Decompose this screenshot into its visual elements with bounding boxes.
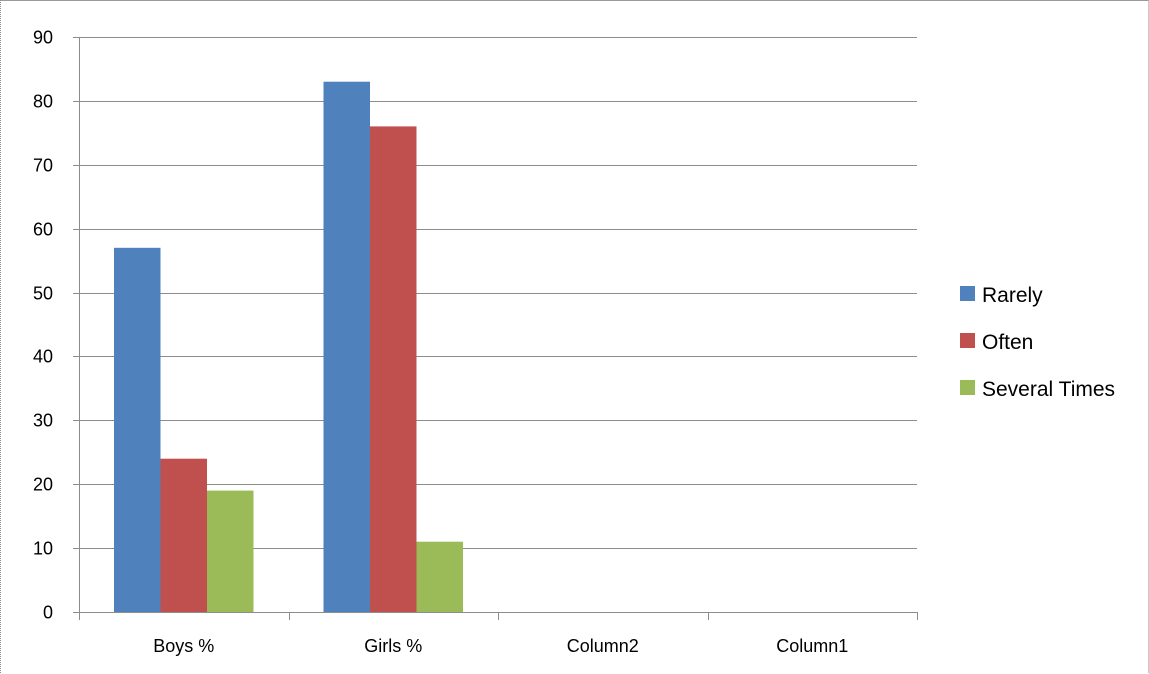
bar-often xyxy=(160,458,207,612)
bars xyxy=(114,81,463,613)
y-tick-label: 80 xyxy=(33,92,53,112)
legend-swatch xyxy=(960,286,975,301)
gridlines xyxy=(79,37,917,549)
bar-several-times xyxy=(416,541,463,612)
legend-label: Often xyxy=(982,331,1033,354)
legend-swatch xyxy=(960,333,975,348)
legend-label: Rarely xyxy=(982,284,1043,307)
y-tick-label: 60 xyxy=(33,220,53,240)
x-category-label: Column2 xyxy=(567,636,639,656)
y-tick-label: 0 xyxy=(43,603,53,623)
legend-label: Several Times xyxy=(982,378,1115,401)
y-tick-label: 20 xyxy=(33,475,53,495)
x-category-label: Column1 xyxy=(776,636,848,656)
x-category-label: Boys % xyxy=(153,636,214,656)
bar-rarely xyxy=(114,247,161,613)
bar-often xyxy=(370,126,417,613)
y-tick-label: 40 xyxy=(33,347,53,367)
x-category-label: Girls % xyxy=(364,636,422,656)
y-tick-label: 70 xyxy=(33,156,53,176)
y-tick-label: 30 xyxy=(33,411,53,431)
y-tick-label: 10 xyxy=(33,539,53,559)
legend: Rarely Often Several Times xyxy=(960,284,1115,401)
legend-swatch xyxy=(960,380,975,395)
y-tick-label: 90 xyxy=(33,28,53,48)
y-tick-label: 50 xyxy=(33,284,53,304)
bar-rarely xyxy=(323,81,370,612)
bar-several-times xyxy=(207,490,254,612)
axes: 0 10 20 30 40 50 60 70 80 90 Boys % Girls % Column2 C… xyxy=(33,28,918,656)
